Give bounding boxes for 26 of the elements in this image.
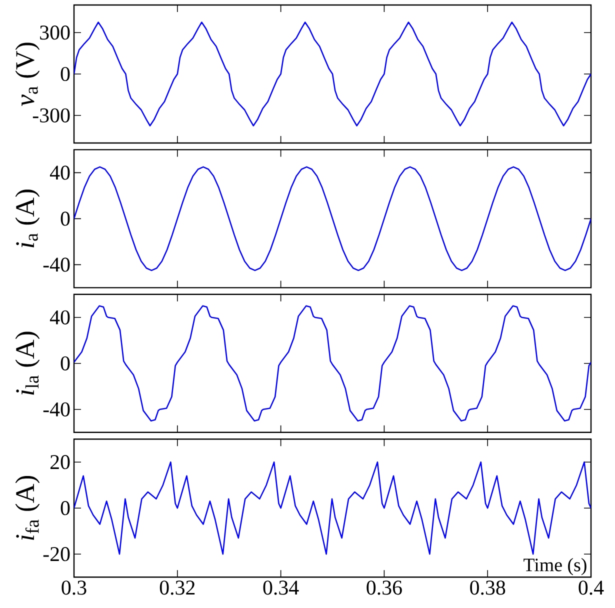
y-tick-label: -40 (43, 402, 70, 416)
y-axis-title: v$_{a}$ (V) (15, 42, 40, 106)
line-series (74, 305, 592, 422)
y-tick-label: 0 (60, 501, 70, 516)
y-axis-title: i$_{fa}$ (A) (15, 476, 40, 540)
line-series (74, 22, 592, 126)
y-tick-label: 20 (50, 455, 70, 470)
x-tick-label: 0.34 (263, 580, 299, 595)
y-tick-label: 0 (60, 66, 70, 82)
y-tick-label: -20 (43, 547, 70, 562)
y-tick-label: 0 (60, 212, 70, 226)
y-tick-label: -40 (43, 258, 70, 272)
x-tick-label: 0.3 (62, 580, 86, 595)
y-tick-label: 0 (60, 356, 70, 370)
x-tick-label: 0.36 (366, 580, 402, 595)
y-axis-title: i$_{a}$ (A) (15, 190, 40, 248)
y-tick-label: 40 (50, 166, 70, 180)
y-tick-label: -300 (32, 108, 70, 122)
y-tick-label: 300 (40, 26, 70, 40)
x-tick-label: 0.4 (578, 580, 604, 595)
x-axis-title: Time (s) (524, 558, 586, 576)
y-axis-title: i$_{la}$ (A) (15, 332, 40, 395)
y-tick-label: 40 (50, 310, 70, 324)
line-series (74, 166, 592, 272)
x-tick-label: 0.38 (470, 580, 506, 595)
x-tick-label: 0.32 (160, 580, 195, 595)
